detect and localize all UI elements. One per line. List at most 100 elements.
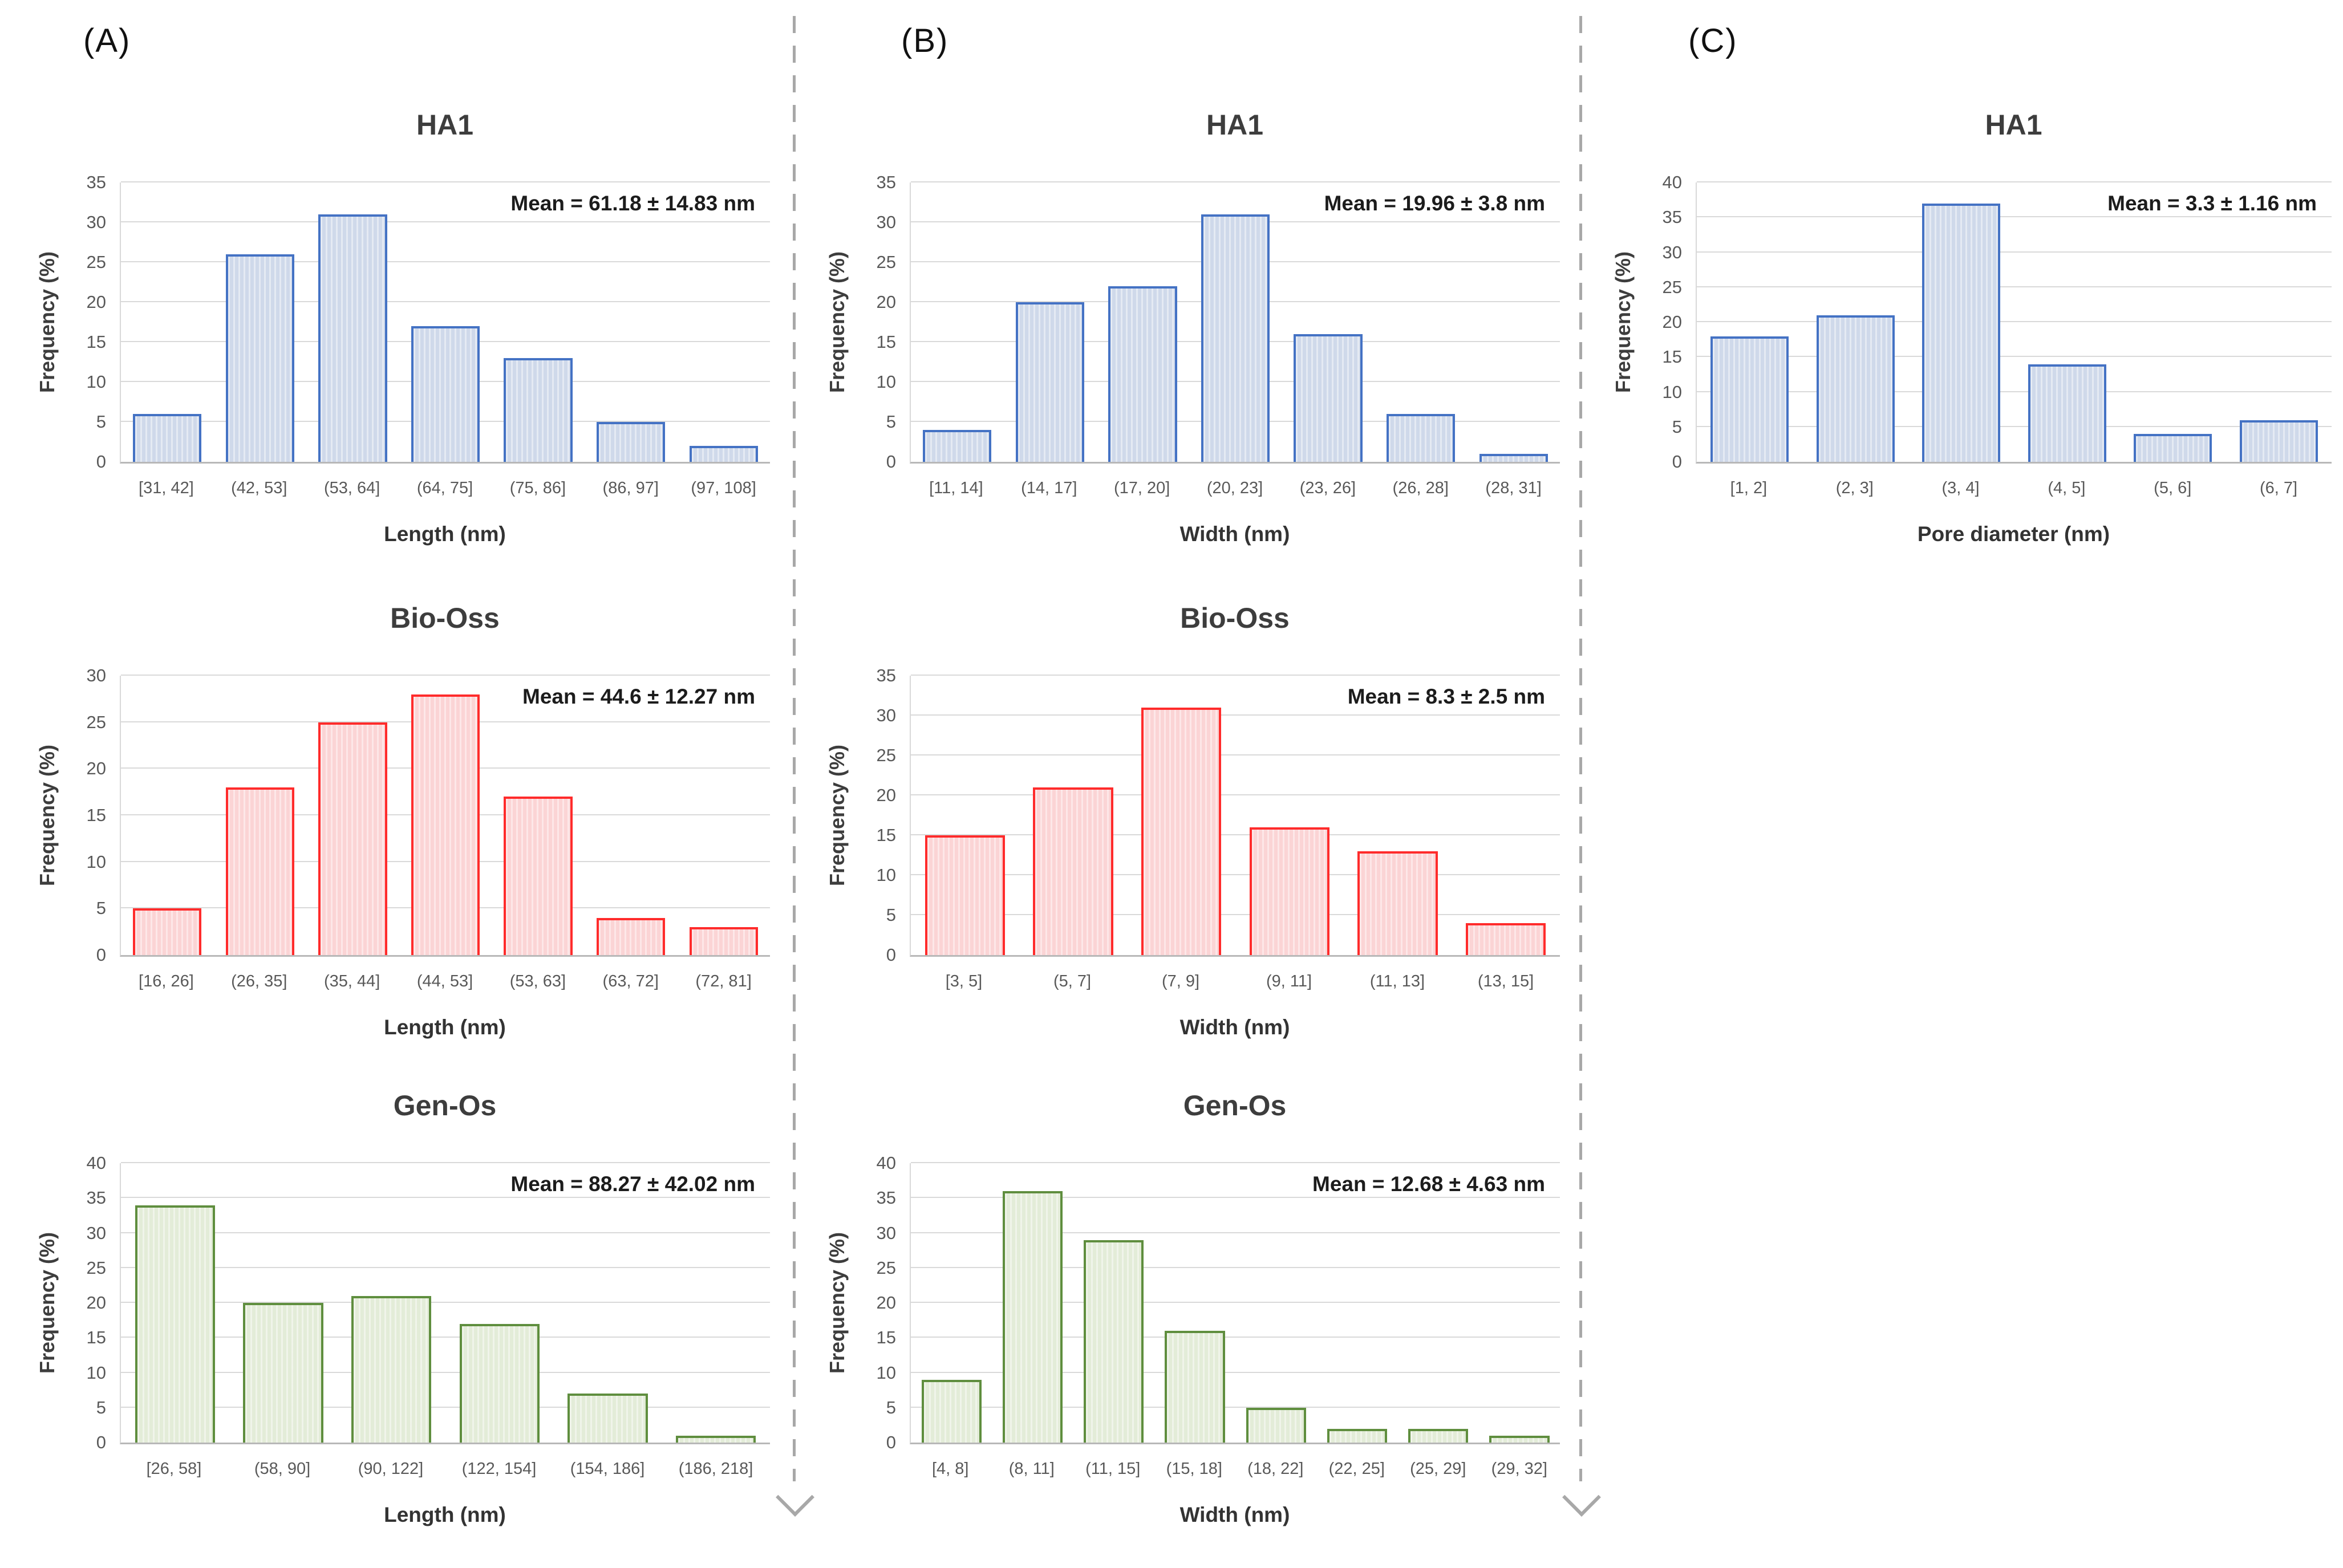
histogram-bar	[1479, 454, 1548, 462]
x-tick-label: (26, 28]	[1392, 479, 1449, 497]
y-tick-label: 25	[86, 252, 106, 272]
histogram-bar	[1816, 315, 1895, 462]
bar-slot	[121, 676, 214, 955]
histogram-bar	[1408, 1428, 1469, 1443]
y-axis: 0 5 10 15 20 25 30 35	[824, 172, 904, 472]
chart-title: Gen-Os	[393, 1090, 497, 1122]
histogram-bar	[923, 430, 992, 462]
histogram-bar	[133, 908, 202, 955]
y-tick-label: 25	[1662, 277, 1682, 297]
y-tick-label: 35	[876, 1188, 896, 1208]
histogram-a-bio-oss-length: Bio-Oss Frequency (%) 0 5 10 15 20 25 30 Mean = 4…	[34, 602, 781, 1080]
bars	[121, 1163, 770, 1443]
x-tick-label: (28, 31]	[1485, 479, 1542, 497]
x-tick-label: (154, 186]	[570, 1460, 645, 1478]
y-tick-label: 10	[1662, 381, 1682, 402]
x-tick-label: (13, 15]	[1477, 972, 1534, 990]
y-tick-label: 10	[876, 372, 896, 392]
x-tick-label: (64, 75]	[416, 479, 473, 497]
y-tick-label: 15	[876, 1327, 896, 1348]
bar-slot	[1467, 182, 1560, 462]
y-axis: 0 5 10 15 20 25 30 35 40	[1610, 172, 1690, 472]
mean-annotation: Mean = 12.68 ± 4.63 nm	[1312, 1172, 1545, 1196]
gridline	[121, 221, 770, 222]
x-tick-label: [11, 14]	[929, 479, 983, 497]
x-tick-label: [3, 5]	[945, 972, 983, 990]
gridline	[911, 675, 1560, 676]
y-tick-label: 15	[1662, 347, 1682, 367]
plot-area: Mean = 88.27 ± 42.02 nm	[120, 1162, 770, 1444]
gridline	[121, 1162, 770, 1163]
y-tick-label: 40	[86, 1153, 106, 1173]
bar-slot	[1316, 1163, 1397, 1443]
y-tick-label: 20	[876, 785, 896, 805]
y-tick-label: 10	[86, 1362, 106, 1383]
y-tick-label: 30	[876, 212, 896, 232]
histogram-bar	[243, 1303, 323, 1443]
x-axis-title: Length (nm)	[384, 1503, 506, 1526]
gridline	[1697, 391, 2332, 392]
histogram-bar	[925, 835, 1005, 955]
bar-slot	[337, 1163, 445, 1443]
y-tick-label: 20	[86, 1293, 106, 1313]
y-tick-label: 15	[876, 332, 896, 352]
histogram-bar	[1922, 203, 2001, 462]
gridline	[121, 261, 770, 262]
histogram-bar	[1033, 787, 1113, 955]
bar-slot	[585, 182, 678, 462]
gridline	[911, 794, 1560, 795]
histogram-bar	[1165, 1331, 1225, 1443]
y-tick-label: 0	[1672, 452, 1682, 472]
bar-slot	[214, 182, 307, 462]
y-tick-label: 40	[876, 1153, 896, 1173]
y-tick-label: 25	[86, 1257, 106, 1278]
bar-slot	[911, 676, 1019, 955]
histogram-bar	[676, 1435, 756, 1443]
y-tick-label: 5	[886, 905, 896, 925]
x-axis: [11, 14] (14, 17] (17, 20] (20, 23] (23, 26]…	[910, 479, 1560, 498]
y-tick-label: 15	[86, 805, 106, 825]
histogram-bar	[411, 326, 480, 462]
histogram-b-ha1-width: HA1 Frequency (%) 0 5 10 15 20 25 30 35 Mean = 19.…	[824, 108, 1571, 587]
y-axis: 0 5 10 15 20 25 30 35 40	[824, 1153, 904, 1452]
histogram-bar	[2028, 364, 2106, 462]
histogram-a-gen-os-length: Gen-Os Frequency (%) 0 5 10 15 20 25 30 35 40 Mean …	[34, 1089, 781, 1568]
histogram-b-gen-os-width: Gen-Os Frequency (%) 0 5 10 15 20 25 30 35 40 Mean …	[824, 1089, 1571, 1568]
bars	[911, 676, 1560, 955]
bar-slot	[554, 1163, 662, 1443]
histogram-bar	[1710, 336, 1789, 462]
y-axis: 0 5 10 15 20 25 30 35 40	[34, 1153, 114, 1452]
gridline	[911, 1337, 1560, 1338]
x-tick-label: (122, 154]	[461, 1460, 537, 1478]
bar-slot	[1479, 1163, 1560, 1443]
chart-title: Gen-Os	[1183, 1090, 1287, 1122]
gridline	[911, 181, 1560, 182]
y-tick-label: 20	[86, 292, 106, 312]
y-axis: 0 5 10 15 20 25 30 35	[824, 665, 904, 965]
bar-slot	[1375, 182, 1468, 462]
gridline	[1697, 181, 2332, 182]
y-tick-label: 30	[86, 212, 106, 232]
bar-slot	[2120, 182, 2226, 462]
histogram-bar	[2239, 420, 2318, 462]
x-tick-label: (7, 9]	[1161, 972, 1200, 990]
histogram-bar	[351, 1295, 432, 1443]
histogram-b-bio-oss-width: Bio-Oss Frequency (%) 0 5 10 15 20 25 30 35 Mean =…	[824, 602, 1571, 1080]
plot-area: Mean = 61.18 ± 14.83 nm	[120, 181, 770, 464]
gridline	[121, 1302, 770, 1303]
gridline	[911, 1371, 1560, 1373]
x-axis-title: Width (nm)	[1179, 1015, 1290, 1039]
x-axis-title: Length (nm)	[384, 522, 506, 546]
chart-title: HA1	[1985, 109, 2042, 141]
x-axis-title: Width (nm)	[1179, 522, 1290, 546]
x-tick-label: (42, 53]	[231, 479, 287, 497]
bar-slot	[1004, 182, 1097, 462]
bar-slot	[399, 676, 492, 955]
bar-slot	[121, 182, 214, 462]
bar-slot	[1019, 676, 1128, 955]
histogram-bar	[689, 927, 758, 955]
bar-slot	[1803, 182, 1909, 462]
arrow-down-icon	[776, 1478, 814, 1517]
gridline	[121, 1371, 770, 1373]
histogram-bar	[1466, 923, 1546, 955]
